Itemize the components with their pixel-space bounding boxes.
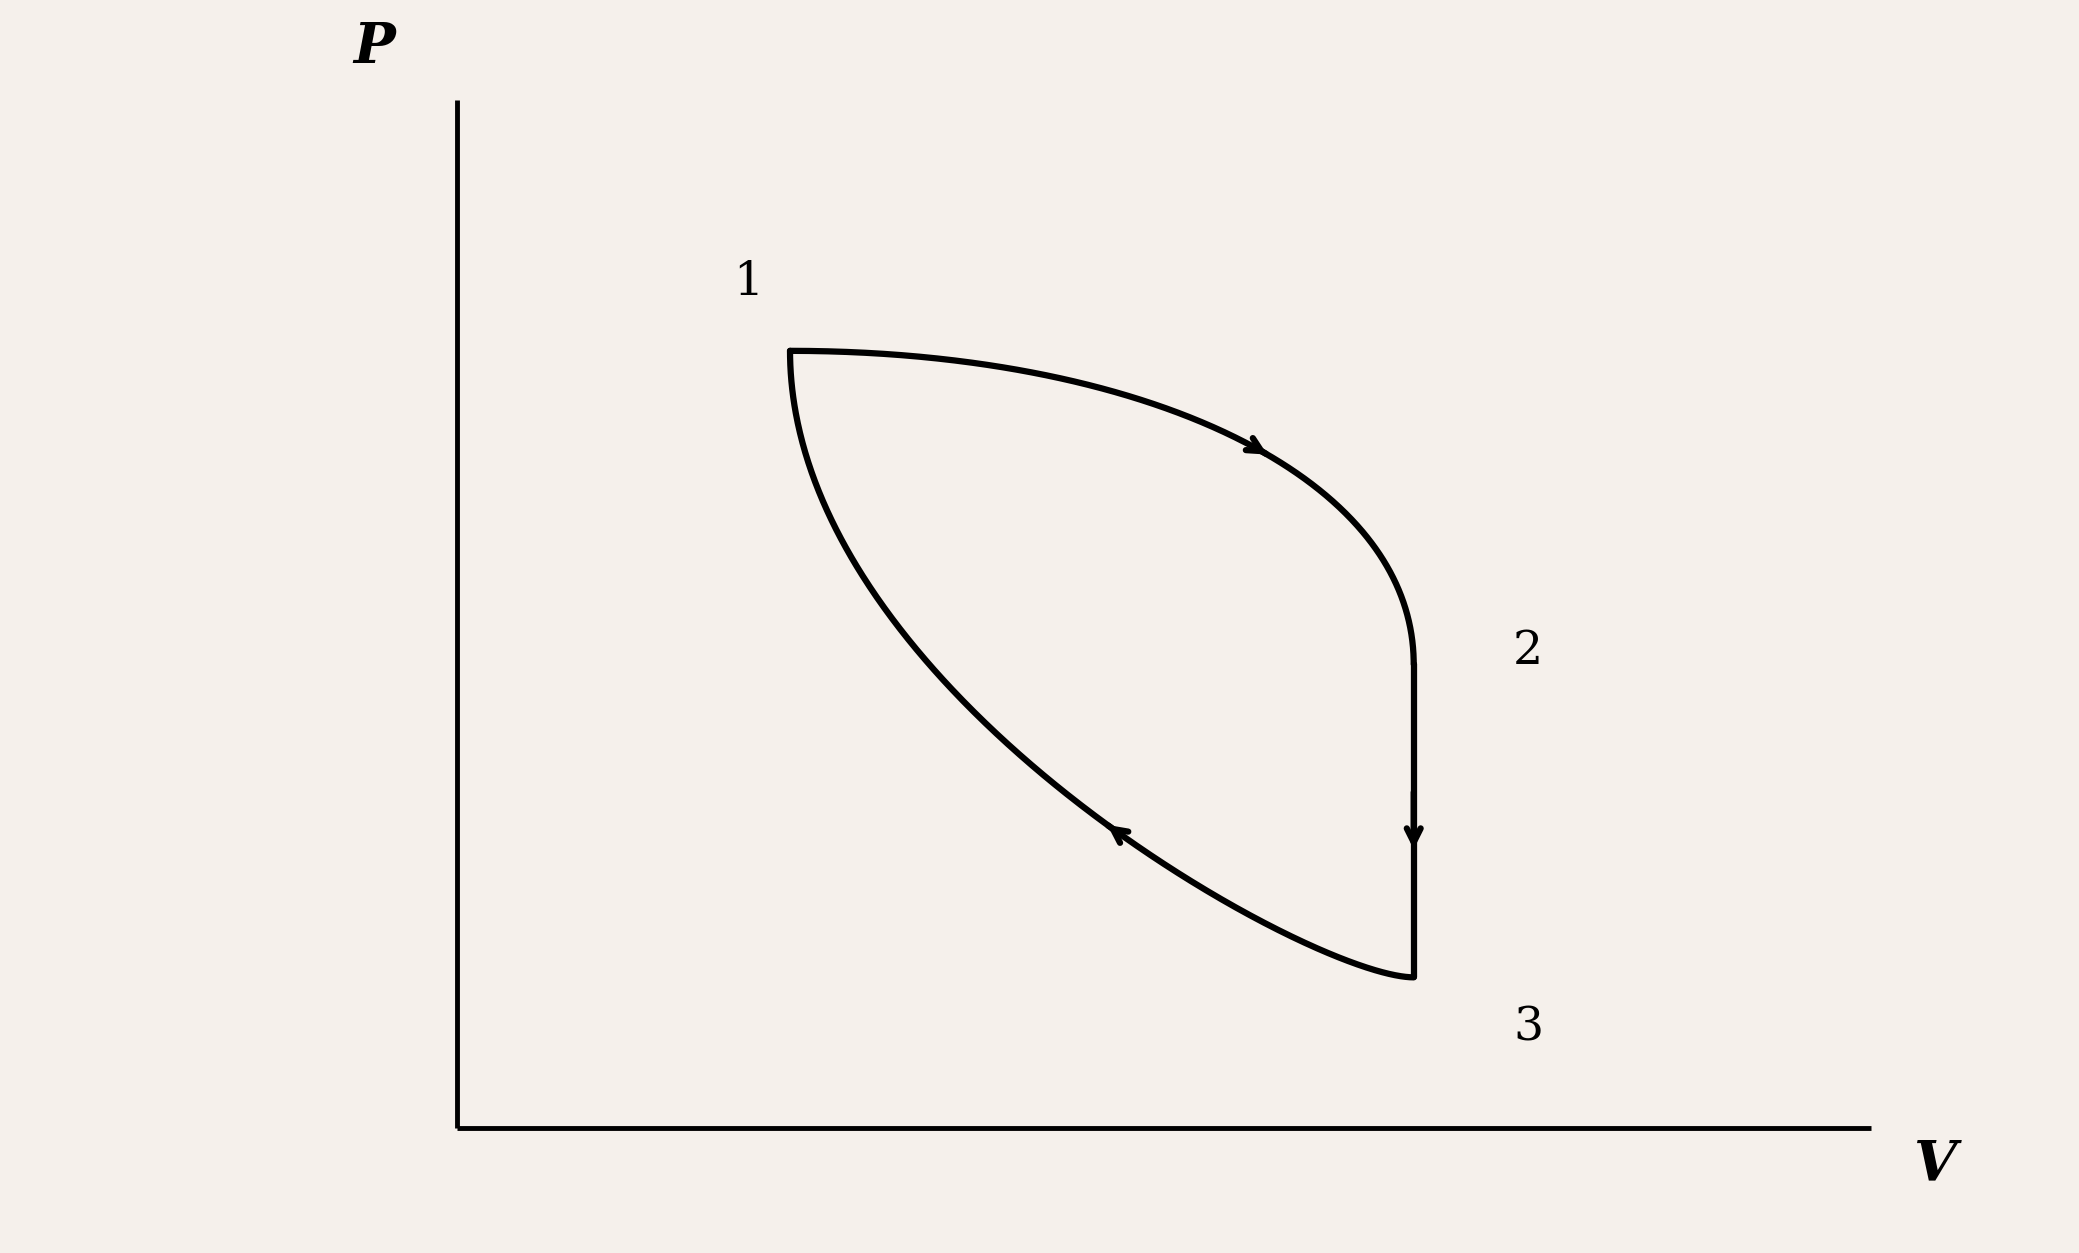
Text: 1: 1: [734, 259, 763, 304]
Text: P: P: [353, 20, 395, 75]
Text: 2: 2: [1514, 629, 1543, 674]
Text: V: V: [1913, 1138, 1956, 1193]
Text: 3: 3: [1514, 1005, 1543, 1050]
